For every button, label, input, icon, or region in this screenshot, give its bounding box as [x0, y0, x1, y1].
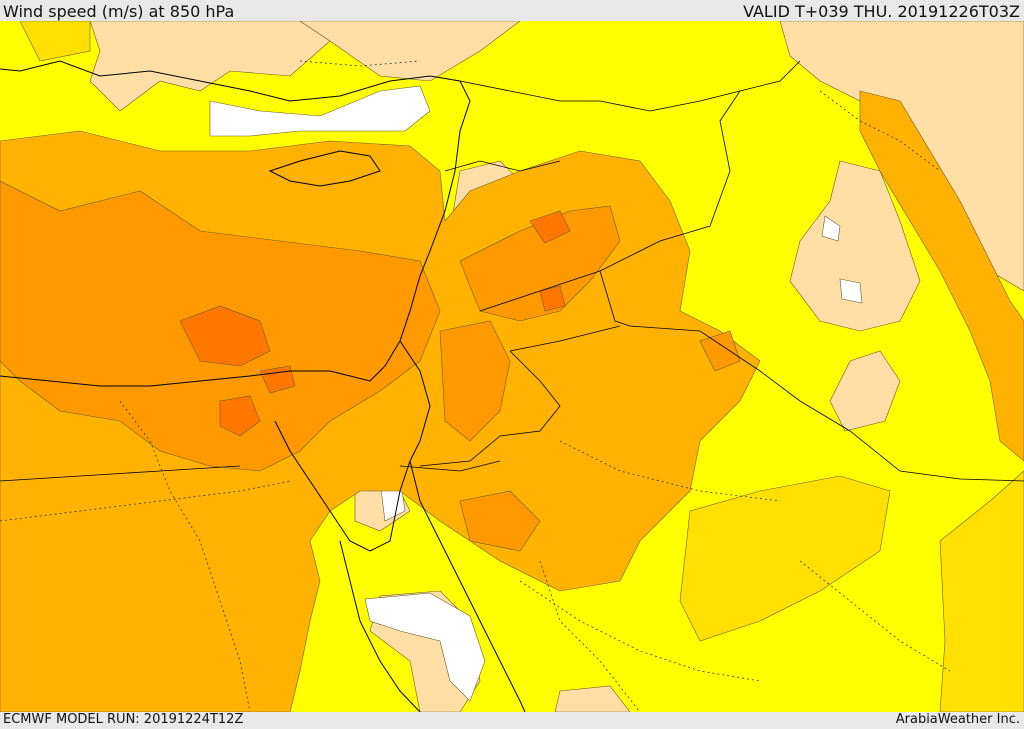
- map-header: Wind speed (m/s) at 850 hPa VALID T+039 …: [0, 0, 1024, 21]
- gale-wind-regions: [179, 210, 571, 437]
- fresh-wind-regions: [19, 21, 1024, 712]
- country-borders: [0, 60, 1024, 482]
- model-run-label: ECMWF MODEL RUN: 20191224T12Z: [3, 712, 244, 727]
- wind-speed-map[interactable]: [0, 21, 1024, 712]
- credit-label: ArabiaWeather Inc.: [895, 712, 1020, 727]
- admin-boundaries: [0, 60, 951, 712]
- calm-wind-regions: [209, 85, 863, 702]
- map-footer: ECMWF MODEL RUN: 20191224T12Z ArabiaWeat…: [0, 712, 1024, 729]
- map-canvas: [0, 21, 1024, 712]
- coastlines: [0, 60, 526, 712]
- valid-time-label: VALID T+039 THU. 20191226T03Z: [743, 2, 1020, 21]
- map-title: Wind speed (m/s) at 850 hPa: [3, 2, 235, 21]
